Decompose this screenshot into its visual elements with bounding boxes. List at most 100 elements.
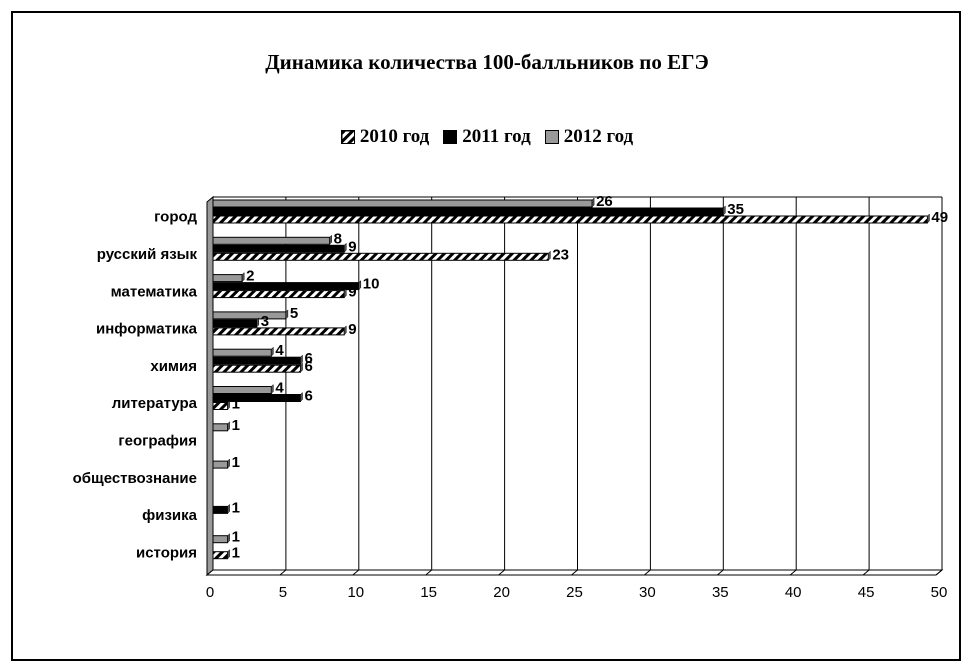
data-label: 4 (275, 380, 284, 397)
chart-title: Динамика количества 100-балльников по ЕГ… (265, 50, 709, 74)
data-label: 8 (334, 230, 342, 247)
bar-end-face (227, 458, 230, 469)
data-label: 1 (232, 529, 240, 546)
legend-label-2012: 2012 год (563, 126, 634, 147)
data-label: 1 (232, 499, 240, 516)
bar-2011-год (212, 356, 301, 365)
bar-2011-год (212, 394, 301, 402)
x-tick-label: 15 (420, 584, 437, 601)
x-tick-label: 10 (347, 584, 364, 601)
bar-end-face (227, 421, 230, 432)
bar-2011-год (212, 319, 258, 328)
gridline-floor (935, 569, 943, 576)
bar-end-face (285, 309, 289, 320)
data-label: 5 (290, 305, 298, 322)
bar-end-face (548, 250, 551, 261)
data-label: 4 (275, 342, 284, 359)
gridline-floor (279, 569, 287, 576)
bar-2012-год (212, 274, 243, 283)
x-tick-label: 25 (566, 584, 583, 601)
category-label: география (118, 432, 197, 449)
bar-2010-год (212, 551, 229, 560)
gridline-floor (352, 569, 360, 576)
axis-side-wall (206, 195, 214, 577)
category-label: информатика (96, 321, 198, 338)
legend-swatch-2010 (340, 130, 355, 144)
data-label: 49 (931, 209, 948, 226)
legend-item-2010: 2010 год (340, 126, 430, 148)
category-label: математика (111, 283, 198, 300)
data-label: 35 (727, 201, 744, 218)
chart-frame (11, 11, 961, 661)
bar-end-face (343, 242, 347, 253)
bar-2012-год (212, 236, 331, 245)
category-label: история (136, 544, 197, 561)
bar-end-face (227, 503, 230, 515)
x-tick-label: 5 (279, 584, 287, 601)
bar-2011-год (212, 505, 229, 514)
gridline-floor (716, 569, 724, 576)
bar-2010-год (212, 290, 345, 299)
bar-2010-год (212, 402, 229, 410)
data-label: 9 (348, 284, 356, 301)
category-label: химия (150, 358, 197, 375)
category-label: физика (142, 507, 198, 524)
bar-end-face (591, 197, 595, 208)
x-tick-label: 30 (639, 584, 656, 601)
legend-item-2011: 2011 год (443, 126, 531, 148)
data-label: 6 (304, 388, 312, 405)
gridline-floor (789, 569, 797, 576)
gridline-floor (862, 569, 870, 576)
data-label: 1 (232, 396, 240, 413)
x-tick-label: 50 (931, 584, 948, 601)
data-label: 23 (552, 246, 569, 263)
category-label: город (154, 209, 197, 226)
bar-end-face (927, 213, 930, 224)
bar-end-face (300, 391, 303, 403)
bar-2011-год (212, 244, 345, 253)
bar-end-face (343, 287, 347, 299)
x-tick-label: 45 (858, 584, 875, 601)
x-tick-label: 0 (206, 584, 214, 601)
bar-end-face (256, 317, 259, 328)
chart-legend: 2010 год 2011 год 2012 год (0, 126, 974, 148)
bar-2012-год (212, 311, 287, 320)
data-label: 1 (232, 545, 240, 562)
bar-2011-год (212, 207, 724, 216)
legend-label-2011: 2011 год (462, 126, 531, 147)
bar-end-face (300, 362, 303, 373)
bar-2012-год (212, 460, 229, 469)
legend-swatch-2011 (443, 130, 458, 144)
data-label: 2 (246, 268, 254, 285)
bar-2012-год (212, 535, 229, 544)
data-label: 10 (363, 276, 380, 293)
x-tick-label: 20 (493, 584, 510, 601)
bar-end-face (241, 271, 245, 283)
data-label: 9 (348, 238, 356, 255)
bar-end-face (358, 279, 362, 291)
bar-end-face (227, 549, 230, 560)
gridline-floor (571, 569, 578, 576)
bar-2012-год (212, 423, 229, 432)
bar-end-face (271, 346, 274, 357)
bar-2010-год (212, 327, 345, 336)
bar-end-face (723, 205, 726, 216)
bar-2010-год (212, 215, 928, 224)
category-label: русский язык (97, 246, 198, 263)
x-tick-label: 40 (785, 584, 802, 601)
bar-2012-год (212, 348, 272, 357)
bar-2010-год (212, 364, 301, 373)
legend-item-2012: 2012 год (544, 126, 634, 148)
bar-2012-год (212, 199, 593, 208)
data-label: 1 (232, 417, 240, 434)
data-label: 3 (261, 313, 269, 330)
bar-end-face (271, 383, 274, 395)
data-label: 26 (596, 193, 613, 210)
legend-label-2010: 2010 год (359, 126, 430, 147)
bar-end-face (227, 399, 230, 411)
bar-end-face (300, 354, 303, 365)
gridline-floor (644, 569, 651, 576)
bar-end-face (227, 533, 230, 544)
